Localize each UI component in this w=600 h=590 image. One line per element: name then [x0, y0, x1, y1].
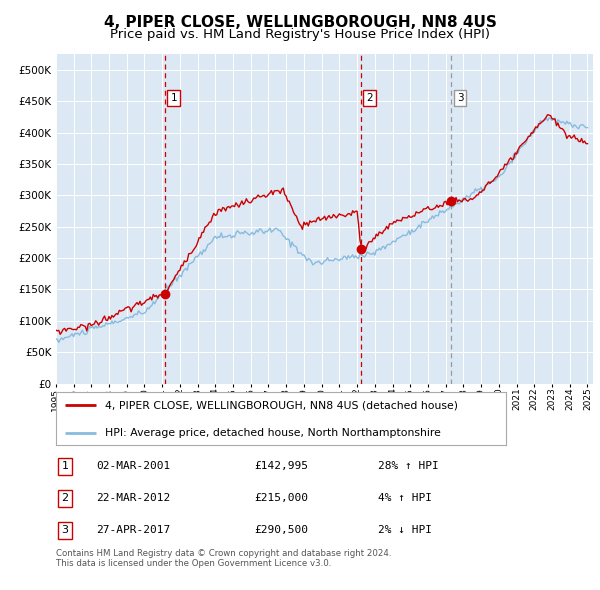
Text: 3: 3 — [61, 525, 68, 535]
Text: 4, PIPER CLOSE, WELLINGBOROUGH, NN8 4US: 4, PIPER CLOSE, WELLINGBOROUGH, NN8 4US — [104, 15, 496, 30]
Text: 02-MAR-2001: 02-MAR-2001 — [96, 461, 170, 471]
Text: 1: 1 — [170, 93, 177, 103]
Text: 4, PIPER CLOSE, WELLINGBOROUGH, NN8 4US (detached house): 4, PIPER CLOSE, WELLINGBOROUGH, NN8 4US … — [106, 400, 458, 410]
Text: HPI: Average price, detached house, North Northamptonshire: HPI: Average price, detached house, Nort… — [106, 428, 441, 438]
Text: £142,995: £142,995 — [254, 461, 308, 471]
Text: £290,500: £290,500 — [254, 525, 308, 535]
Text: 4% ↑ HPI: 4% ↑ HPI — [378, 493, 432, 503]
Text: £215,000: £215,000 — [254, 493, 308, 503]
Text: 2: 2 — [367, 93, 373, 103]
Text: 1: 1 — [61, 461, 68, 471]
Text: 3: 3 — [457, 93, 463, 103]
Text: 2% ↓ HPI: 2% ↓ HPI — [378, 525, 432, 535]
Text: 2: 2 — [61, 493, 68, 503]
Text: 22-MAR-2012: 22-MAR-2012 — [96, 493, 170, 503]
Text: Price paid vs. HM Land Registry's House Price Index (HPI): Price paid vs. HM Land Registry's House … — [110, 28, 490, 41]
Text: 28% ↑ HPI: 28% ↑ HPI — [378, 461, 439, 471]
Text: Contains HM Land Registry data © Crown copyright and database right 2024.
This d: Contains HM Land Registry data © Crown c… — [56, 549, 391, 568]
Text: 27-APR-2017: 27-APR-2017 — [96, 525, 170, 535]
